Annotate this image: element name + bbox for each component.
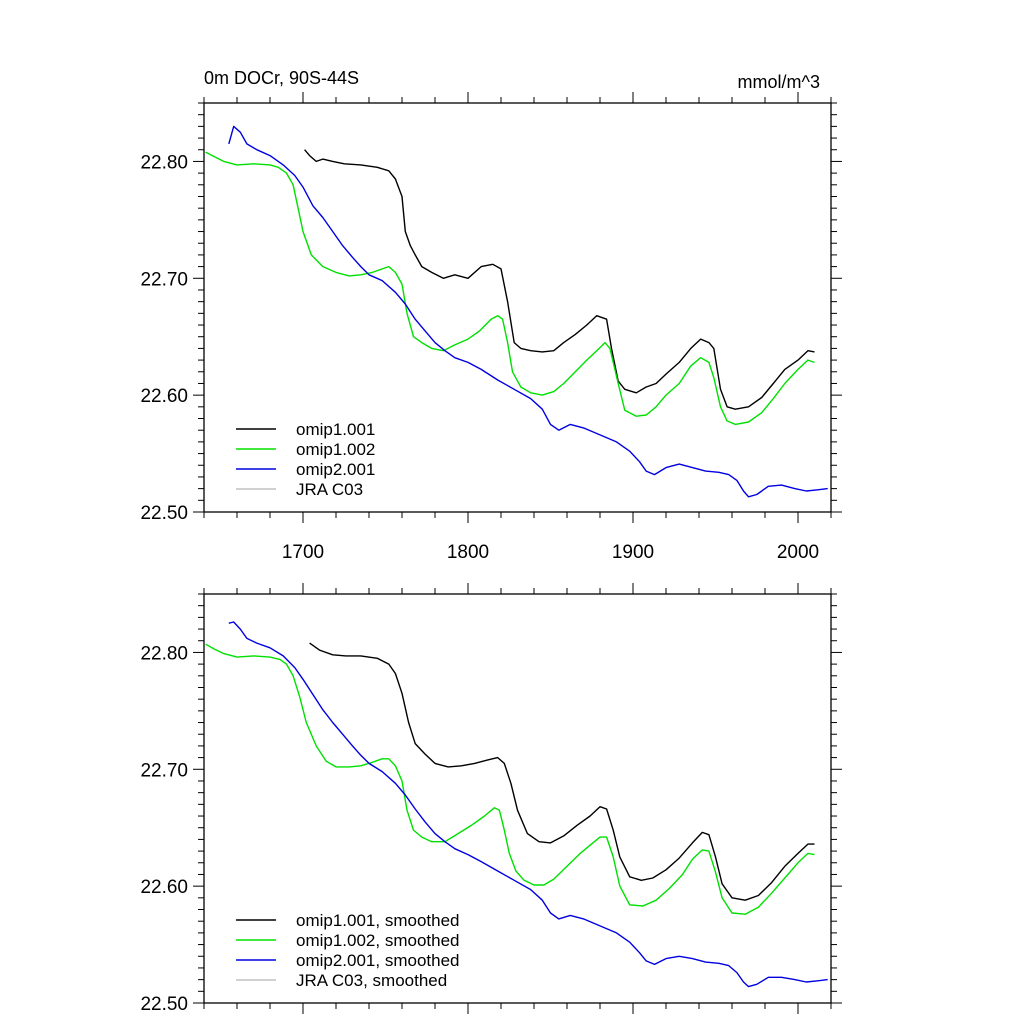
y-tick-label: 22.50 [140,994,188,1015]
legend-label: omip1.001 [296,420,375,439]
series-line-omip2-001-smoothed [228,621,828,988]
x-tick-label: 1700 [282,542,324,563]
series-line-omip1-002-smoothed [205,643,815,915]
top-panel-units: mmol/m^3 [738,72,820,92]
y-tick-label: 22.80 [140,643,188,664]
y-tick-label: 22.70 [140,760,188,781]
legend-label: omip1.002 [296,440,375,459]
top-panel: 0m DOCr, 90S-44S mmol/m^3 22.50 22.60 22.7… [140,68,842,563]
plot-frame [203,102,832,513]
plot-frame [203,593,832,1004]
legend-label: omip1.001, smoothed [296,911,460,930]
y-tick-label: 22.80 [140,152,188,173]
y-tick-label: 22.70 [140,269,188,290]
y-tick-label: 22.60 [140,877,188,898]
y-tick-label: 22.50 [140,503,188,524]
top-panel-title: 0m DOCr, 90S-44S [204,68,359,88]
x-tick-label: 2000 [777,542,819,563]
legend-label: omip2.001 [296,460,375,479]
series-line-omip1-001-smoothed [309,642,815,901]
series-line-omip1-001 [304,149,815,410]
legend-label: JRA C03 [296,480,363,499]
series-line-omip2-001 [228,125,828,498]
x-tick-label: 1800 [447,542,489,563]
legend-label: omip2.001, smoothed [296,951,460,970]
legend-label: JRA C03, smoothed [296,971,447,990]
legend-label: omip1.002, smoothed [296,931,460,950]
y-tick-label: 22.60 [140,386,188,407]
series-line-omip1-002 [205,151,815,426]
x-tick-label: 1900 [612,542,654,563]
